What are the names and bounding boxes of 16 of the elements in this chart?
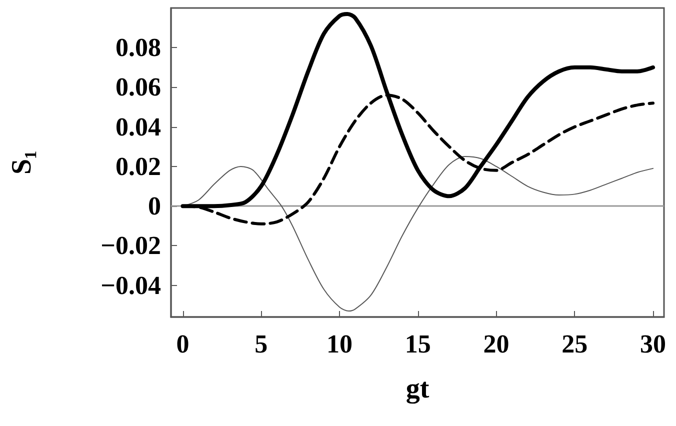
x-axis-title: gt: [406, 374, 430, 404]
y-tick-label: 0: [148, 192, 161, 221]
x-tick-label: 30: [640, 330, 666, 358]
y-tick-label: 0.04: [116, 112, 161, 142]
y-tick-label: 0.06: [116, 72, 161, 102]
y-tick-label: −0.02: [100, 231, 161, 260]
x-tick-label: 20: [483, 330, 510, 358]
y-axis-title: S₁: [6, 150, 38, 174]
x-tick-label: 15: [404, 330, 431, 358]
y-tick-label: 0.02: [116, 152, 161, 181]
x-tick-label: 25: [562, 330, 588, 358]
x-tick-label: 0: [176, 330, 190, 358]
x-tick-label: 5: [254, 330, 268, 358]
x-tick-label: 10: [326, 330, 353, 358]
y-tick-label: −0.04: [100, 270, 161, 300]
y-tick-label: 0.08: [116, 33, 161, 62]
